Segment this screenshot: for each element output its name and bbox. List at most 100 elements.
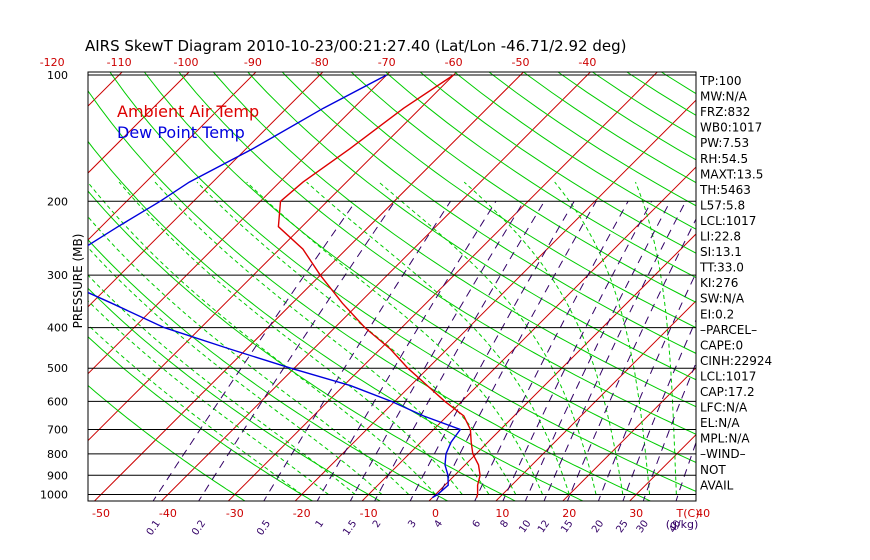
stability-index-text: EI:0.2 bbox=[700, 307, 734, 321]
bottom-temp-tick-label: -30 bbox=[226, 507, 244, 520]
mixing-ratio-label: 2 bbox=[371, 518, 384, 530]
isotherm-line bbox=[88, 72, 190, 174]
isotherm-line bbox=[428, 233, 696, 501]
stability-index-text: TH:5463 bbox=[699, 183, 751, 197]
dry-adiabat-line bbox=[384, 72, 696, 279]
stability-index-text: LCL:1017 bbox=[700, 214, 756, 228]
stability-index-text: NOT bbox=[700, 463, 726, 477]
mixing-ratio-line bbox=[566, 218, 696, 501]
isotherm-line bbox=[361, 166, 696, 501]
isotherm-line bbox=[88, 72, 458, 442]
top-temp-tick-label: -60 bbox=[445, 56, 463, 69]
mixing-ratio-line bbox=[642, 361, 696, 501]
moist-adiabat-line bbox=[635, 181, 677, 495]
stability-index-text: L57:5.8 bbox=[700, 198, 745, 212]
sounding-series bbox=[88, 74, 481, 499]
y-axis-label: PRESSURE (MB) bbox=[71, 234, 85, 329]
top-temp-tick-label: -100 bbox=[174, 56, 199, 69]
mixing-ratio-line bbox=[349, 201, 525, 501]
pressure-tick-label: 700 bbox=[47, 424, 68, 437]
stability-index-text: SI:13.1 bbox=[700, 245, 742, 259]
moist-adiabat-line bbox=[88, 246, 383, 495]
bottom-temp-tick-label: 40 bbox=[696, 507, 710, 520]
top-temp-tick-label: -50 bbox=[512, 56, 530, 69]
mixing-ratio-label: 1 bbox=[314, 518, 327, 530]
stability-index-text: LI:22.8 bbox=[700, 230, 741, 244]
mixing-ratio-line bbox=[409, 201, 575, 501]
mixing-ratio-label: 25 bbox=[614, 518, 630, 535]
stability-index-text: EL:N/A bbox=[700, 416, 740, 430]
moist-adiabat-line bbox=[88, 181, 436, 495]
dewpoint-profile-line bbox=[88, 74, 462, 499]
top-temp-tick-label: -90 bbox=[244, 56, 262, 69]
mixing-ratio-label: 6 bbox=[471, 518, 484, 530]
pressure-tick-label: 100 bbox=[47, 69, 68, 82]
plot-frame bbox=[87, 71, 697, 502]
stability-index-text: FRZ:832 bbox=[700, 105, 750, 119]
mixing-ratio-label: 0.1 bbox=[145, 518, 163, 537]
isotherm-line bbox=[88, 72, 324, 308]
mixing-ratio-line bbox=[435, 201, 597, 501]
mixing-ratio-label: 0.5 bbox=[255, 518, 273, 537]
dry-adiabat-line bbox=[316, 72, 696, 329]
pressure-tick-label: 900 bbox=[47, 469, 68, 482]
mixing-ratio-unit-label: (g/kg) bbox=[666, 518, 699, 531]
chart-title: AIRS SkewT Diagram 2010-10-23/00:21:27.4… bbox=[85, 37, 626, 55]
mixing-ratio-line bbox=[622, 318, 696, 501]
top-temp-tick-label: -70 bbox=[378, 56, 396, 69]
temp-unit-label: T(C) bbox=[676, 507, 700, 520]
mixing-ratio-label: 8 bbox=[499, 518, 512, 530]
stability-index-text: TT:33.0 bbox=[699, 261, 744, 275]
mixing-ratio-line bbox=[474, 201, 629, 501]
mixing-ratio-label: 15 bbox=[559, 518, 575, 535]
stability-index-text: –PARCEL– bbox=[700, 323, 757, 337]
moist-adiabat-line bbox=[246, 181, 543, 495]
dry-adiabat-line bbox=[143, 72, 696, 463]
mixing-ratio-lines bbox=[152, 201, 696, 501]
mixing-ratio-line bbox=[263, 201, 451, 501]
bottom-temp-tick-label: -40 bbox=[159, 507, 177, 520]
moist-adiabat-line bbox=[88, 300, 329, 495]
moist-adiabat-line bbox=[306, 181, 570, 495]
mixing-ratio-label: 10 bbox=[517, 518, 533, 535]
stability-index-text: AVAIL bbox=[700, 478, 734, 492]
stability-index-text: LFC:N/A bbox=[700, 401, 748, 415]
mixing-ratio-label: 30 bbox=[635, 518, 651, 535]
top-temp-tick-label: -80 bbox=[311, 56, 329, 69]
mixing-ratio-label: 20 bbox=[590, 518, 606, 535]
mixing-ratio-line bbox=[374, 201, 545, 501]
isobar-lines bbox=[87, 71, 697, 502]
stability-index-text: MPL:N/A bbox=[700, 432, 750, 446]
dry-adiabat-line bbox=[212, 72, 696, 408]
dry-adiabat-line bbox=[247, 72, 696, 381]
stability-index-text: MAXT:13.5 bbox=[700, 167, 763, 181]
mixing-ratio-label: 4 bbox=[432, 518, 445, 530]
stability-index-text: MW:N/A bbox=[700, 90, 748, 104]
stability-index-text: WB0:1017 bbox=[700, 121, 762, 135]
isotherm-line bbox=[761, 56, 870, 504]
isotherm-line bbox=[227, 72, 659, 501]
pressure-tick-label: 400 bbox=[47, 322, 68, 335]
dry-adiabat-line bbox=[453, 72, 696, 230]
stability-index-text: PW:7.53 bbox=[700, 136, 749, 150]
moist-adiabat-line bbox=[88, 274, 356, 495]
isotherm-line bbox=[160, 72, 592, 501]
mixing-ratio-label: 0.2 bbox=[190, 518, 208, 537]
stability-index-text: CAP:17.2 bbox=[700, 385, 755, 399]
bottom-temp-tick-label: -10 bbox=[360, 507, 378, 520]
dry-adiabat-line bbox=[178, 72, 696, 435]
mixing-ratio-line bbox=[524, 201, 671, 501]
top-temp-tick-label: -40 bbox=[578, 56, 596, 69]
pressure-tick-label: 200 bbox=[47, 195, 68, 208]
isotherm-line bbox=[88, 72, 391, 375]
pressure-tick-label: 1000 bbox=[40, 489, 68, 502]
temperature-profile-line bbox=[277, 74, 481, 498]
bottom-temp-tick-label: 20 bbox=[562, 507, 576, 520]
isotherm-line bbox=[0, 56, 4, 504]
mixing-ratio-line bbox=[198, 201, 396, 501]
pressure-tick-label: 300 bbox=[47, 269, 68, 282]
isotherm-line bbox=[93, 72, 525, 501]
isotherm-line bbox=[88, 72, 257, 241]
stability-index-text: SW:N/A bbox=[700, 292, 745, 306]
